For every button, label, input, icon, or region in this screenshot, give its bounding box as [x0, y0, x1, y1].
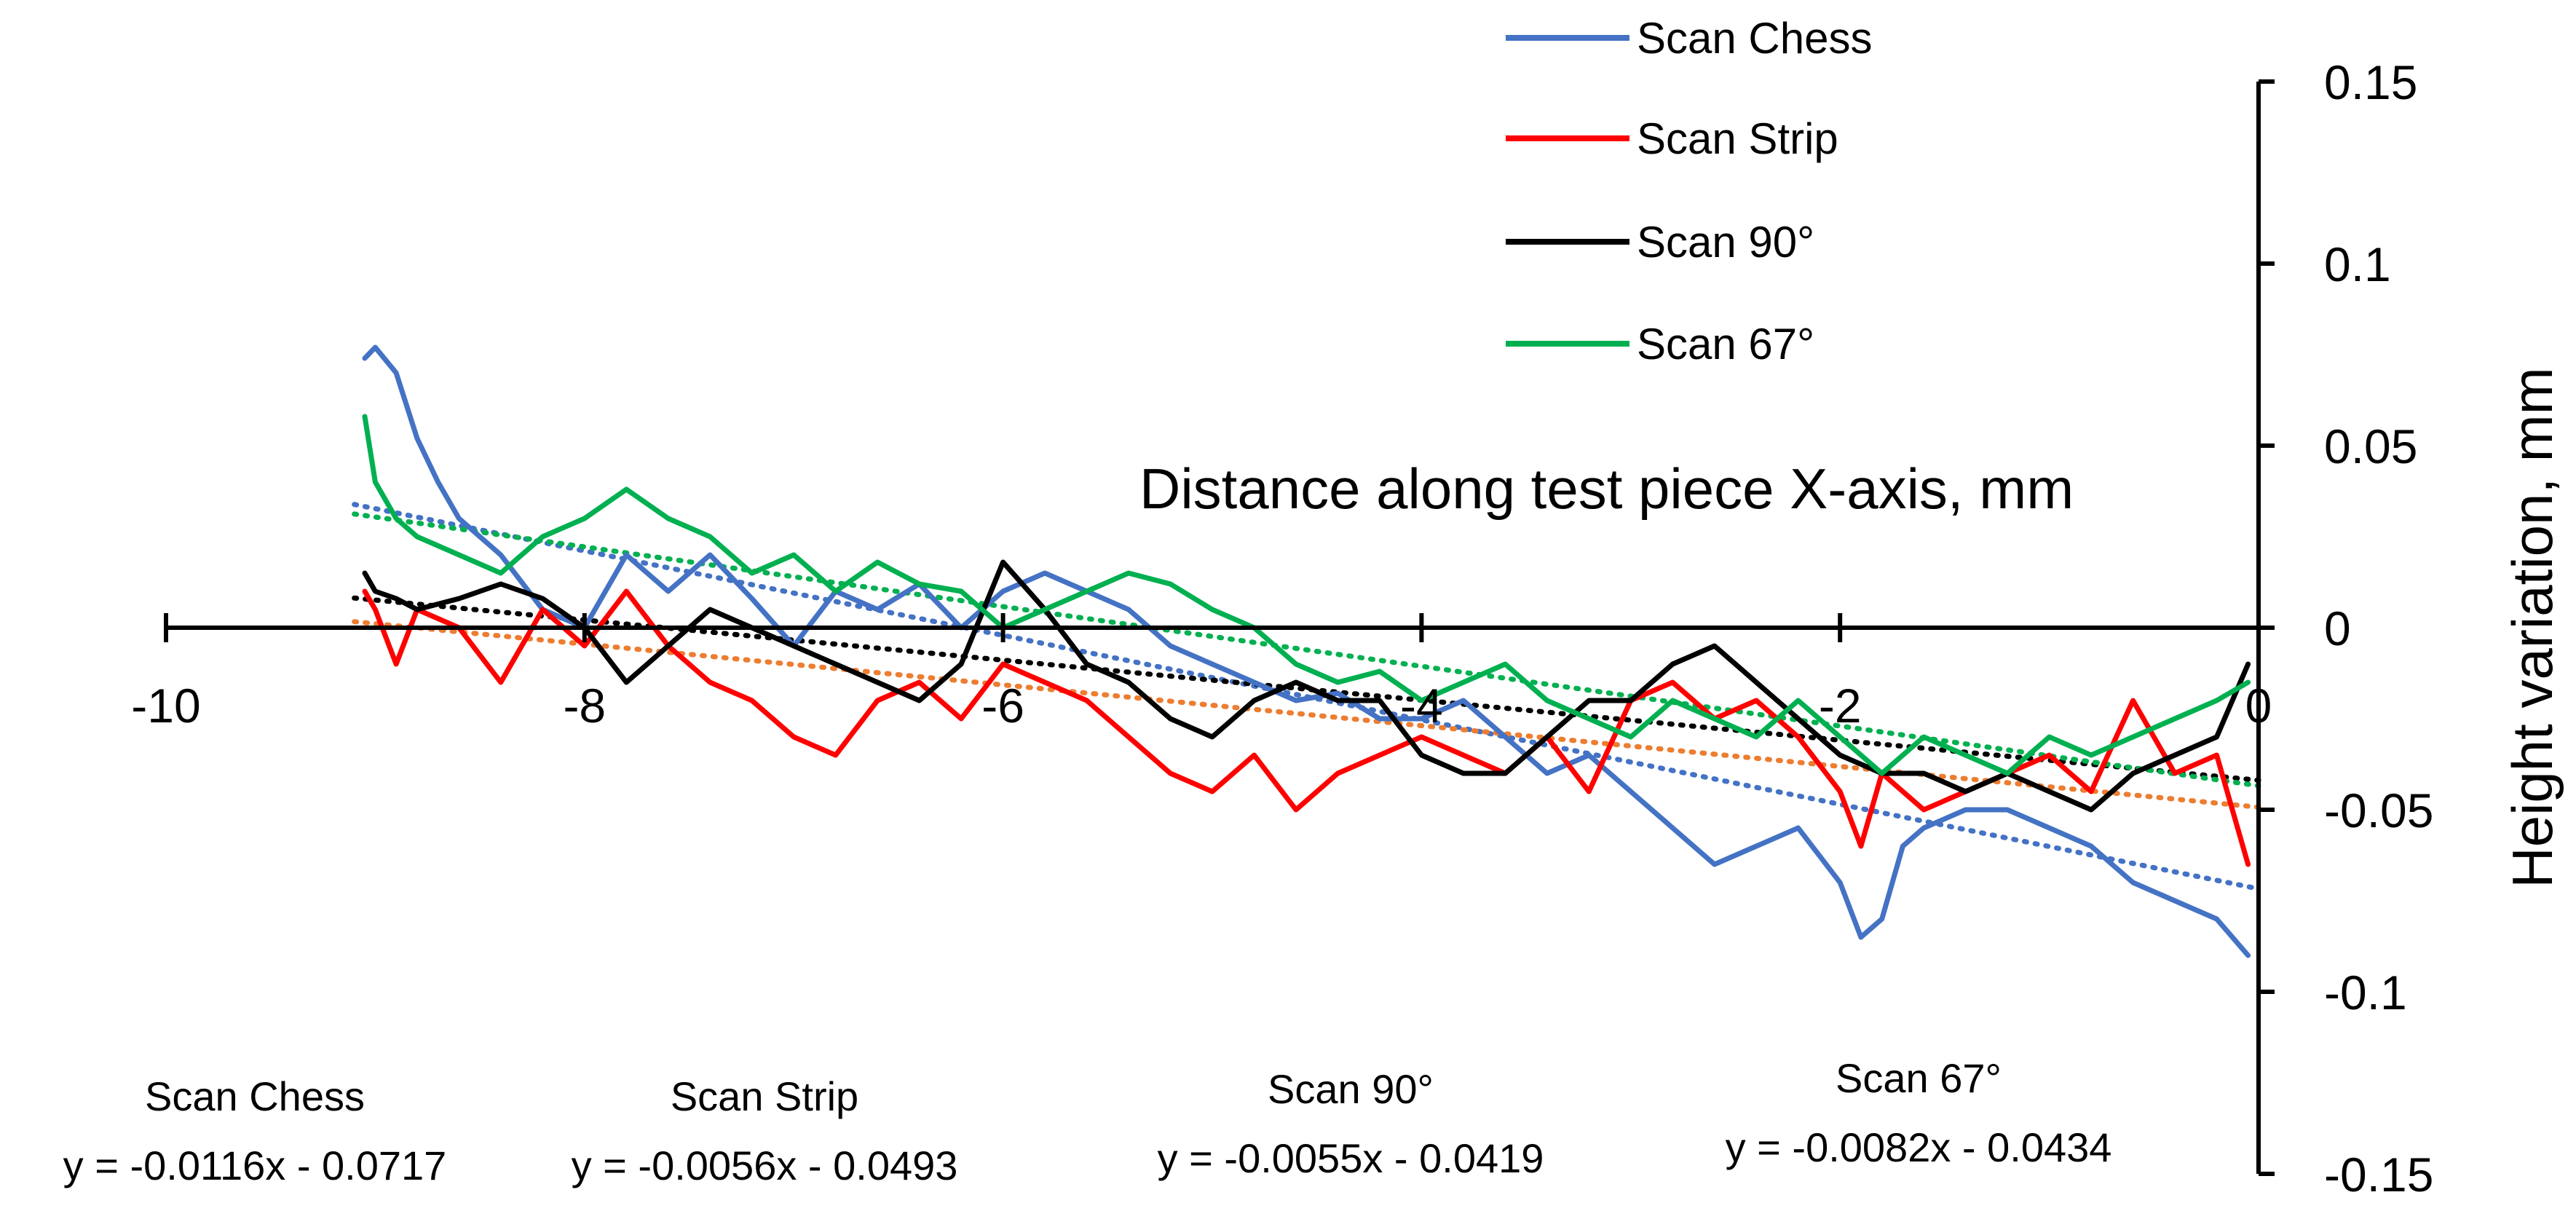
- equation-text: y = -0.0056x - 0.0493: [572, 1143, 958, 1188]
- series-line-scan-chess: [362, 344, 2251, 958]
- y-tick-label: 0: [2324, 601, 2351, 655]
- trendline-scan-67: [352, 511, 2261, 789]
- equation-series-name: Scan Strip: [671, 1073, 858, 1119]
- y-tick-label: -0.05: [2324, 784, 2433, 837]
- trendline-scan-strip: [352, 619, 2261, 810]
- y-tick-label: 0.05: [2324, 419, 2417, 473]
- legend-label: Scan 90°: [1637, 218, 1814, 267]
- trendline-equations: Scan Chess y = -0.0116x - 0.0717 Scan Stri…: [63, 1055, 2112, 1188]
- x-tick-label: -6: [981, 679, 1024, 733]
- equation-text: y = -0.0116x - 0.0717: [63, 1143, 447, 1188]
- legend-label: Scan Chess: [1637, 14, 1873, 63]
- axes: [166, 82, 2261, 1174]
- legend-label: Scan Strip: [1637, 114, 1838, 163]
- equation-text: y = -0.0055x - 0.0419: [1158, 1135, 1544, 1181]
- legend-label: Scan 67°: [1637, 320, 1814, 368]
- y-axis-ticks: 0.15 0.1 0.05 0 -0.05 -0.1 -0.15: [2259, 55, 2433, 1202]
- equation-text: y = -0.0082x - 0.0434: [1726, 1124, 2112, 1170]
- x-axis-ticks: -10 -8 -6 -4 -2 0: [131, 613, 2272, 733]
- x-tick-label: 0: [2245, 679, 2272, 733]
- equation-series-name: Scan Chess: [145, 1073, 365, 1119]
- equation-series-name: Scan 90°: [1268, 1066, 1434, 1112]
- equation-series-name: Scan 67°: [1836, 1055, 2002, 1101]
- series-line-scan-90: [362, 559, 2251, 813]
- y-axis-title: Height variation, mm: [2500, 367, 2564, 888]
- series-line-scan-67: [362, 414, 2251, 776]
- x-tick-label: -8: [563, 679, 606, 733]
- x-axis-title: Distance along test piece X-axis, mm: [1139, 457, 2074, 521]
- series-line-scan-strip: [362, 588, 2251, 867]
- y-tick-label: 0.1: [2324, 237, 2391, 291]
- x-tick-label: -4: [1400, 679, 1443, 733]
- x-tick-label: -2: [1819, 679, 1862, 733]
- x-tick-label: -10: [131, 679, 200, 733]
- y-tick-label: -0.1: [2324, 966, 2407, 1019]
- y-tick-label: 0.15: [2324, 55, 2417, 109]
- y-tick-label: -0.15: [2324, 1148, 2433, 1202]
- data-series: [362, 344, 2251, 958]
- legend: Scan Chess Scan Strip Scan 90° Scan 67°: [1506, 14, 1873, 368]
